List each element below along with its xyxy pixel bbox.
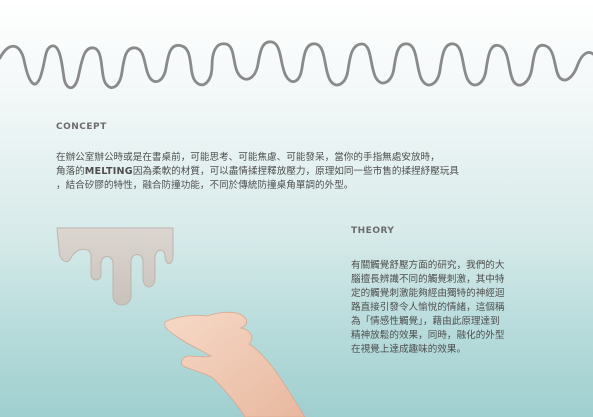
- theory-line: 定的觸覺刺激能夠經由獨特的神經迴: [351, 288, 505, 299]
- concept-paragraph: 在辦公室辦公時或是在書桌前，可能思考、可能焦慮、可能發呆，當你的手指無處安放時，…: [56, 151, 556, 193]
- brand-name: MELTING: [84, 166, 133, 177]
- theory-line: 有關觸覺舒壓方面的研究，我們的大: [351, 260, 505, 271]
- theory-heading: THEORY: [351, 226, 395, 236]
- concept-line-1: 在辦公室辦公時或是在書桌前，可能思考、可能焦慮、可能發呆，當你的手指無處安放時，: [56, 152, 440, 163]
- theory-line: 路直接引發令人愉悅的情緒，這個稱: [351, 302, 505, 313]
- squiggle-line-icon: [0, 40, 593, 90]
- theory-line: 腦擅長辨識不同的觸覺刺激，其中特: [351, 274, 505, 285]
- hand-icon: [164, 311, 306, 417]
- theory-paragraph: 有關觸覺舒壓方面的研究，我們的大 腦擅長辨識不同的觸覺刺激，其中特 定的觸覺刺激…: [351, 259, 556, 357]
- concept-line-2: 角落的MELTING因為柔軟的材質，可以盡情揉捏釋放壓力，原理如同一些市售的揉捏…: [56, 166, 460, 177]
- concept-heading: CONCEPT: [56, 122, 107, 132]
- concept-line-3: ，結合矽膠的特性，融合防撞功能，不同於傳統防撞桌角單調的外型。: [56, 180, 354, 191]
- theory-line: 在視覺上達成趣味的效果。: [351, 344, 467, 355]
- theory-line: 為「情感性觸覺」，藉由此原理達到: [351, 316, 500, 327]
- melting-corner-icon: [56, 227, 174, 306]
- product-illustration: [56, 227, 306, 417]
- theory-line: 精神放鬆的效果，同時，融化的外型: [351, 330, 505, 341]
